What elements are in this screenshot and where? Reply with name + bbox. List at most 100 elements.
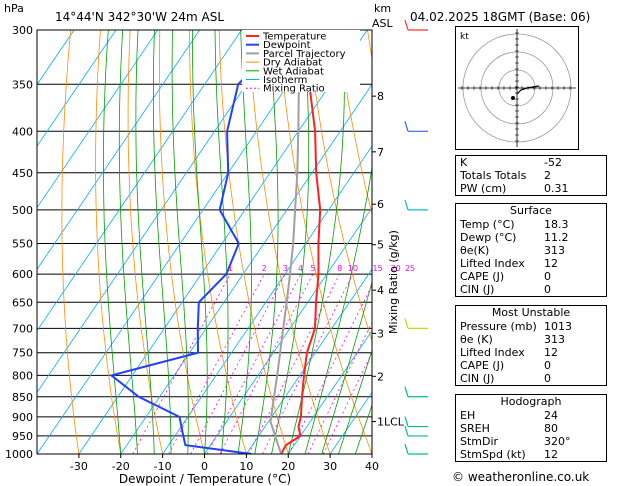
legend-item: Dewpoint (263, 40, 311, 51)
hodograph-trace (516, 85, 540, 95)
isotherm-line (37, 30, 159, 209)
x-tick-label: 0 (201, 460, 208, 473)
table-row: EH 24 (456, 409, 606, 422)
x-tick-label: 40 (365, 460, 379, 473)
table-row: Lifted Index 12 (456, 257, 606, 270)
row-label: CIN (J) (460, 283, 495, 296)
wet-adiabat (135, 30, 155, 454)
legend-item: Wet Adiabat (263, 66, 324, 77)
credit-text: © weatheronline.co.uk (452, 470, 590, 484)
wet-adiabat (214, 30, 229, 454)
x-tick-label: -10 (154, 460, 172, 473)
wind-barb-flag (404, 416, 409, 427)
km-tick-label: 3 (377, 327, 384, 340)
table-row: SREH 80 (456, 422, 606, 435)
mixing-ratio-line (248, 273, 341, 454)
y-tick-label: 550 (12, 237, 33, 250)
x-tick-label: -30 (70, 460, 88, 473)
table-row: Lifted Index 12 (456, 346, 606, 359)
datetime-label: 04.02.2025 18GMT (Base: 06) (410, 10, 590, 24)
km-tick-label: 7 (377, 146, 384, 159)
row-label: Lifted Index (460, 346, 525, 359)
row-value: 0 (544, 372, 551, 385)
row-label: Dewp (°C) (460, 231, 517, 244)
row-value: 80 (544, 422, 558, 435)
mixing-ratio-label: 15 (372, 264, 382, 273)
table-row: θe (K) 313 (456, 333, 606, 346)
table-row: Dewp (°C) 11.2 (456, 231, 606, 244)
km-label: km (374, 2, 391, 15)
dry-adiabat (159, 30, 205, 454)
row-value: 1013 (544, 320, 572, 333)
mixing-ratio-line (322, 351, 372, 454)
mixing-ratio-line (219, 273, 314, 454)
temperature-profile (280, 30, 322, 454)
legend-item: Isotherm (263, 75, 307, 86)
mixing-ratio-line (262, 273, 354, 454)
dry-adiabat (605, 30, 629, 454)
row-label: CIN (J) (460, 372, 495, 385)
isotherm-line (78, 30, 368, 454)
wind-barb-flag (404, 199, 409, 211)
indices-table: K -52 Totals Totals 2 PW (cm) 0.31 (455, 155, 607, 196)
wind-barb-flag (404, 386, 409, 397)
dry-adiabat (61, 30, 80, 454)
y-tick-label: 500 (12, 204, 33, 217)
mixing-ratio-label: 25 (405, 264, 415, 273)
row-label: StmSpd (kt) (460, 448, 526, 461)
wet-adiabat (191, 30, 208, 454)
wet-adiabat (321, 280, 372, 454)
y-tick-label: 800 (12, 369, 33, 382)
wind-barb-flag (404, 443, 409, 455)
wet-adiabat (118, 30, 138, 454)
mixing-ratio-label: 4 (298, 264, 303, 273)
dewpoint-profile (109, 30, 293, 454)
isotherm-line (37, 30, 117, 147)
hodograph-kt-label: kt (460, 32, 469, 42)
storm-motion-marker (511, 96, 515, 100)
km-tick-label: 8 (377, 90, 384, 103)
km-tick-label: 2 (377, 370, 384, 383)
dry-adiabat (127, 30, 163, 454)
row-value: 320° (544, 435, 571, 448)
isotherm-line (204, 206, 372, 454)
row-value: 12 (544, 346, 558, 359)
y-tick-label: 600 (12, 268, 33, 281)
isotherm-line (162, 145, 372, 454)
mixing-ratio-label: 2 (262, 264, 267, 273)
y-tick-label: 400 (12, 125, 33, 138)
isotherm-line (246, 268, 372, 454)
dry-adiabat (189, 30, 247, 454)
wet-adiabat (103, 30, 122, 454)
legend-item: Dry Adiabat (263, 58, 322, 69)
isotherm-line (37, 30, 242, 332)
isotherm-line (37, 30, 326, 454)
row-value: 0 (544, 283, 551, 296)
table-row: PW (cm) 0.31 (456, 182, 606, 195)
wet-adiabat (254, 30, 279, 454)
row-value: 313 (544, 333, 565, 346)
parcel-trajectory-profile (269, 30, 302, 454)
table-row: Temp (°C) 18.3 (456, 218, 606, 231)
row-label: PW (cm) (460, 182, 507, 195)
km-tick-label: 4 (377, 284, 384, 297)
hodograph-plot: kt (458, 29, 576, 147)
dry-adiabat (337, 30, 372, 216)
y-tick-label: 350 (12, 78, 33, 91)
row-label: Lifted Index (460, 257, 525, 270)
row-value: 12 (544, 448, 558, 461)
row-label: θe (K) (460, 333, 493, 346)
row-label: StmDir (460, 435, 499, 448)
row-value: -52 (544, 156, 562, 169)
table-row: CIN (J) 0 (456, 283, 606, 296)
y-tick-label: 900 (12, 411, 33, 424)
mixing-ratio-label: 3 (283, 264, 288, 273)
x-tick-label: 20 (281, 460, 295, 473)
row-label: θe(K) (460, 244, 490, 257)
mixing-ratio-line (190, 273, 286, 454)
table-row: CIN (J) 0 (456, 372, 606, 385)
row-value: 12 (544, 257, 558, 270)
wind-barb-flag (404, 121, 409, 132)
wet-adiabat (354, 404, 372, 454)
mixing-ratio-line (206, 273, 301, 454)
